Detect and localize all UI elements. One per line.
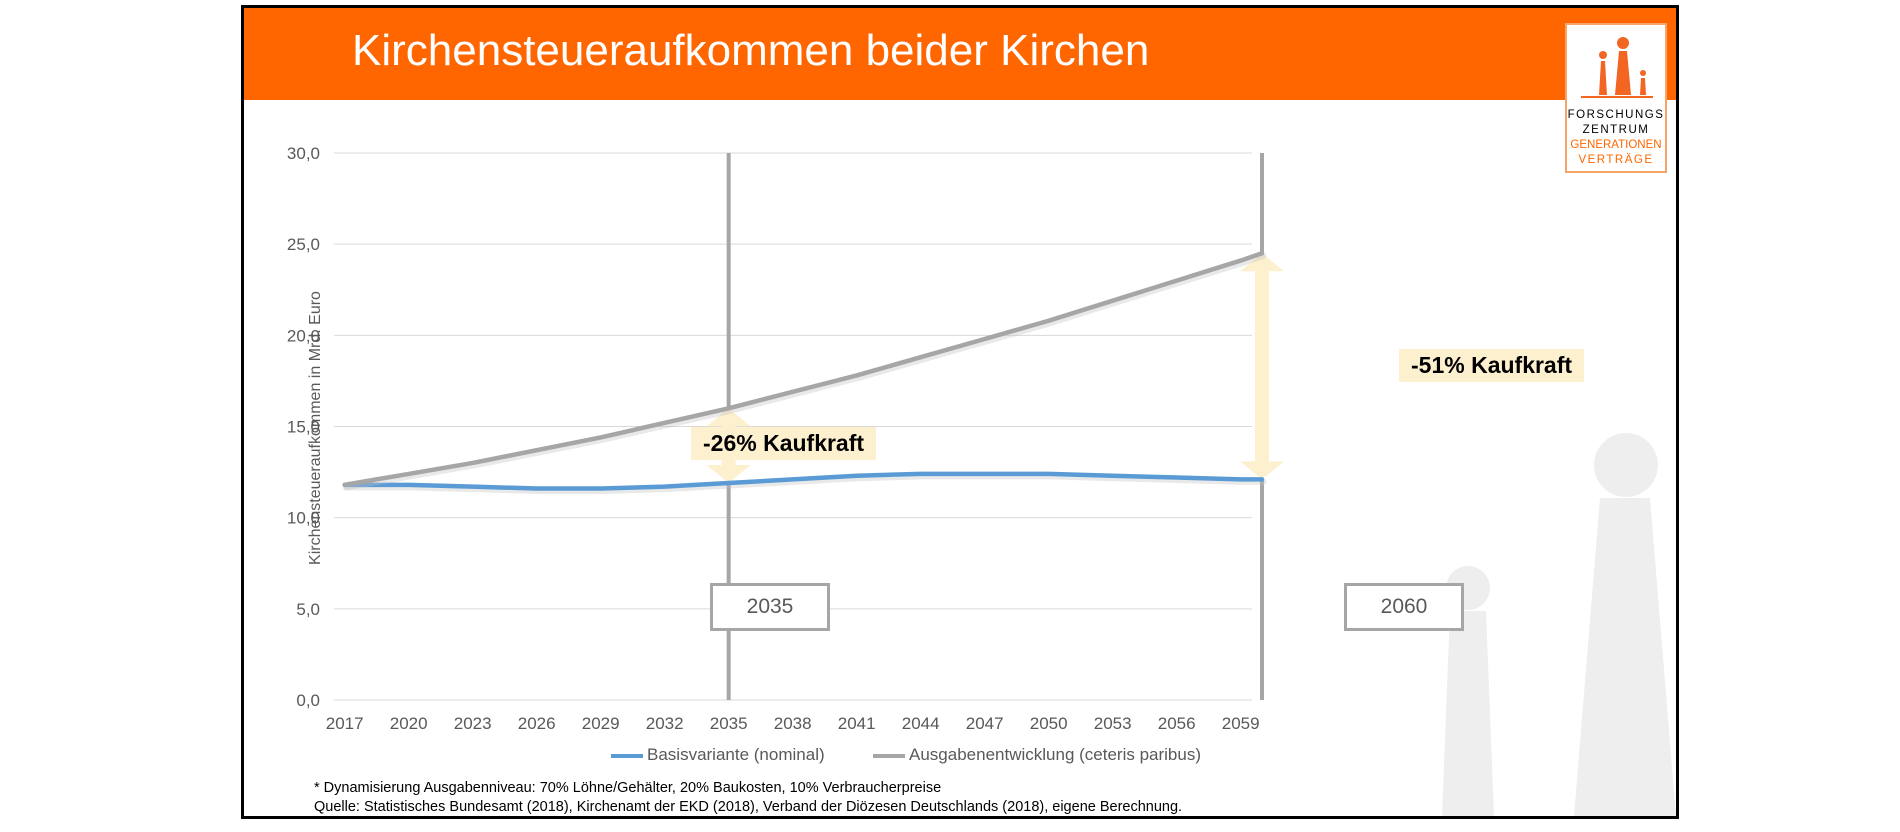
footnote-quelle: Quelle: Statistisches Bundesamt (2018), …: [314, 799, 1183, 815]
y-tick-label: 30,0: [287, 144, 320, 163]
y-tick-label: 10,0: [287, 509, 320, 528]
x-tick-label: 2038: [774, 714, 812, 733]
series-shadow-0: [343, 473, 1267, 494]
y-tick-label: 20,0: [287, 326, 320, 345]
x-tick-label: 2029: [582, 714, 620, 733]
annotation-2035: -26% Kaufkraft: [691, 427, 877, 460]
series-lines: [342, 251, 1267, 494]
x-tick-labels: 2017 2020 2023 2026 2029 2032 2035 2038 2041 2044…: [326, 714, 1260, 733]
slide: Kirchensteueraufkommen beider Kirchen FO…: [241, 5, 1679, 819]
x-tick-label: 2047: [966, 714, 1004, 733]
legend-swatch-basis: [611, 753, 643, 758]
logo: FORSCHUNGS ZENTRUM GENERATIONEN VERTRÄGE: [1565, 23, 1667, 173]
footnotes: * Dynamisierung Ausgabenniveau: 70% Löhn…: [314, 779, 1183, 816]
kaufkraft-arrow-2060: [1240, 253, 1284, 480]
x-tick-label: 2053: [1094, 714, 1132, 733]
x-tick-label: 2032: [646, 714, 684, 733]
x-tick-label: 2035: [710, 714, 748, 733]
watermark-figures-icon: [1442, 433, 1676, 816]
y-tick-label: 5,0: [296, 600, 320, 619]
series-line-basis: [342, 471, 1265, 491]
title-bar: Kirchensteueraufkommen beider Kirchen: [244, 8, 1676, 100]
series-shadow-1: [343, 252, 1267, 491]
legend-swatch-ausgaben: [873, 753, 905, 758]
legend-item-ausgaben: Ausgabenentwicklung (ceteris paribus): [873, 745, 1201, 765]
x-tick-label: 2017: [326, 714, 364, 733]
footnote-dynamisierung: * Dynamisierung Ausgabenniveau: 70% Löhn…: [314, 780, 942, 796]
x-tick-label: 2059: [1222, 714, 1260, 733]
x-tick-label: 2041: [838, 714, 876, 733]
x-tick-label: 2020: [390, 714, 428, 733]
logo-line-2: ZENTRUM: [1582, 124, 1650, 136]
y-tick-labels: 0,0 5,0 10,0 15,0 20,0 25,0 30,0: [287, 144, 320, 710]
y-tick-label: 15,0: [287, 418, 320, 437]
line-chart: 0,05,010,015,020,025,030,0 2017 2020 2023 2…: [287, 144, 1676, 816]
logo-figures-icon: [1581, 37, 1653, 98]
legend-item-basis: Basisvariante (nominal): [611, 745, 825, 765]
y-axis-label: Kirchensteueraufkommen in Mrd. Euro: [307, 291, 324, 565]
y-tick-label: 0,0: [296, 691, 320, 710]
x-tick-label: 2044: [902, 714, 940, 733]
x-tick-label: 2050: [1030, 714, 1068, 733]
x-tick-label: 2056: [1158, 714, 1196, 733]
legend-label-ausgaben: Ausgabenentwicklung (ceteris paribus): [909, 745, 1201, 764]
legend-label-basis: Basisvariante (nominal): [647, 745, 825, 764]
year-box-2035: 2035: [710, 583, 830, 631]
y-tick-label: 25,0: [287, 235, 320, 254]
x-tick-label: 2023: [454, 714, 492, 733]
slide-title: Kirchensteueraufkommen beider Kirchen: [352, 26, 1150, 75]
logo-line-3: GENERATIONEN: [1570, 139, 1662, 151]
gridlines: [334, 152, 1252, 701]
logo-line-1: FORSCHUNGS: [1567, 109, 1665, 121]
annotation-2060: -51% Kaufkraft: [1399, 349, 1585, 382]
series-line-ausgaben: [342, 251, 1265, 488]
logo-line-4: VERTRÄGE: [1578, 154, 1654, 166]
year-box-2060: 2060: [1344, 583, 1464, 631]
x-tick-label: 2026: [518, 714, 556, 733]
